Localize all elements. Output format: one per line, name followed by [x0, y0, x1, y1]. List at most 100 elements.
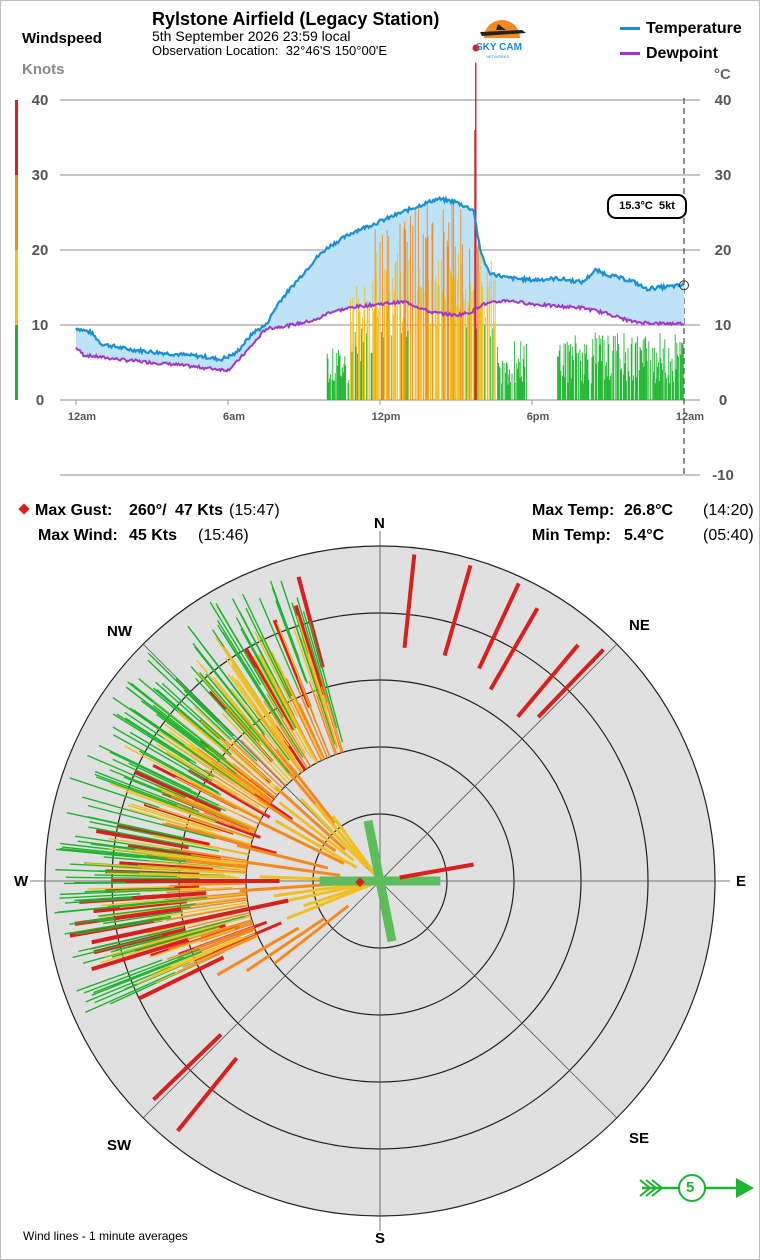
wind-sample-line	[77, 840, 198, 858]
legend-dewpoint-swatch	[620, 52, 640, 55]
wind-sample-line	[94, 770, 200, 813]
wind-sample-line	[147, 652, 219, 723]
wind-sample-line	[253, 630, 299, 718]
max-gust-line	[399, 862, 474, 880]
wind-sample-line	[147, 659, 232, 741]
wind-sample-line	[136, 951, 213, 985]
wind-sample-line	[85, 862, 190, 871]
wind-sample-line	[190, 666, 257, 741]
wind-sample-line	[126, 686, 203, 746]
wind-sample-line	[165, 822, 251, 847]
right-tick-label: -10	[712, 467, 734, 484]
wind-sample-line	[536, 648, 605, 719]
wind-sample-line	[87, 754, 187, 799]
wind-sample-line	[141, 700, 220, 761]
wind-sample-line	[297, 677, 331, 757]
wind-sample-line	[442, 564, 473, 657]
wind-sample-line	[166, 926, 255, 960]
wind-sample-line	[191, 631, 247, 704]
wind-sample-line	[274, 785, 347, 851]
wind-sample-line	[116, 713, 191, 762]
wind-sample-line	[195, 677, 269, 759]
max-gust-time: (15:47)	[229, 502, 280, 519]
wind-sample-line	[65, 876, 200, 880]
x-tick-label: 6pm	[527, 411, 550, 423]
wind-sample-line	[115, 915, 246, 951]
wind-sample-line	[191, 816, 254, 839]
wind-sample-line	[162, 822, 251, 848]
wind-sample-line	[230, 688, 291, 765]
left-axis-color-band	[15, 175, 18, 250]
sky-cam-logo: SKY CAM NETWORKS	[470, 12, 536, 62]
right-tick-label: 0	[719, 392, 727, 409]
wind-sample-line	[94, 773, 178, 806]
rose-spoke	[142, 880, 381, 1119]
wind-sample-line	[194, 929, 256, 955]
max-wind-label: Max Wind:	[38, 527, 118, 544]
wind-sample-line	[98, 744, 192, 791]
wind-sample-line	[57, 902, 153, 913]
compass-n: N	[374, 515, 385, 532]
wind-sample-line	[163, 738, 238, 788]
wind-sample-line	[74, 916, 172, 936]
wind-sample-line	[177, 710, 252, 773]
wind-sample-line	[112, 726, 204, 780]
wind-sample-line	[125, 790, 215, 824]
wind-sample-line	[298, 703, 326, 760]
legend-temperature-label: Temperature	[646, 20, 742, 37]
wind-sample-line	[81, 796, 165, 821]
wind-sample-line	[516, 643, 580, 719]
wind-sample-line	[245, 608, 292, 700]
wind-sample-line	[227, 674, 298, 769]
wind-sample-line	[241, 712, 296, 779]
wind-sample-line	[145, 803, 253, 840]
wind-sample-line	[98, 903, 196, 917]
wind-sample-line	[232, 762, 276, 798]
wind-sample-line	[119, 861, 214, 871]
wind-sample-line	[109, 847, 200, 861]
x-tick-label: 6am	[223, 411, 245, 423]
wind-sample-line	[216, 620, 271, 705]
wind-sample-line	[69, 777, 160, 809]
wind-sample-line	[177, 935, 259, 973]
wind-sample-line	[258, 820, 345, 865]
station-title: Rylstone Airfield (Legacy Station)	[152, 9, 440, 29]
wind-sample-line	[66, 811, 185, 840]
wind-sample-line	[61, 848, 187, 863]
left-axis-color-band	[15, 100, 18, 175]
wind-sample-line	[216, 784, 265, 814]
max-temp-label: Max Temp:	[532, 502, 615, 519]
wind-sample-line	[168, 894, 247, 904]
wind-sample-line	[167, 800, 251, 834]
compass-nw: NW	[107, 623, 132, 640]
wind-sample-line	[308, 681, 336, 755]
wind-arrow-icon	[639, 1174, 754, 1202]
min-temp-time: (05:40)	[703, 527, 754, 544]
wind-sample-line	[128, 762, 219, 806]
right-tick-label: 40	[715, 92, 732, 109]
weather-line-chart: 0 10 20 30 40 -10 0 10 20 30 40 12am 6am 12pm 6pm 12am	[15, 62, 734, 484]
wind-sample-line	[316, 696, 338, 755]
wind-sample-line	[193, 925, 255, 950]
wind-sample-line	[93, 956, 185, 994]
wind-gust-line	[114, 906, 182, 921]
wind-sample-line	[222, 646, 278, 727]
wind-sample-line	[205, 673, 290, 774]
wind-sample-line	[127, 681, 227, 761]
wind-sample-line	[148, 901, 248, 920]
wind-sample-line	[200, 920, 253, 938]
wind-sample-line	[488, 607, 540, 691]
wind-sample-line	[159, 936, 241, 971]
wind-sample-line	[78, 926, 185, 953]
wind-sample-line	[134, 770, 222, 812]
current-temp: 15.3°C	[619, 200, 653, 212]
location-label: Observation Location:	[152, 43, 279, 58]
wind-sample-line	[166, 751, 238, 796]
wind-sample-line	[261, 732, 297, 777]
wind-sample-line	[104, 934, 185, 958]
right-tick-label: 30	[715, 167, 732, 184]
compass-s: S	[375, 1230, 386, 1247]
left-tick-label: 40	[32, 92, 49, 109]
wind-sample-line	[297, 689, 329, 759]
wind-sample-line	[274, 819, 358, 869]
